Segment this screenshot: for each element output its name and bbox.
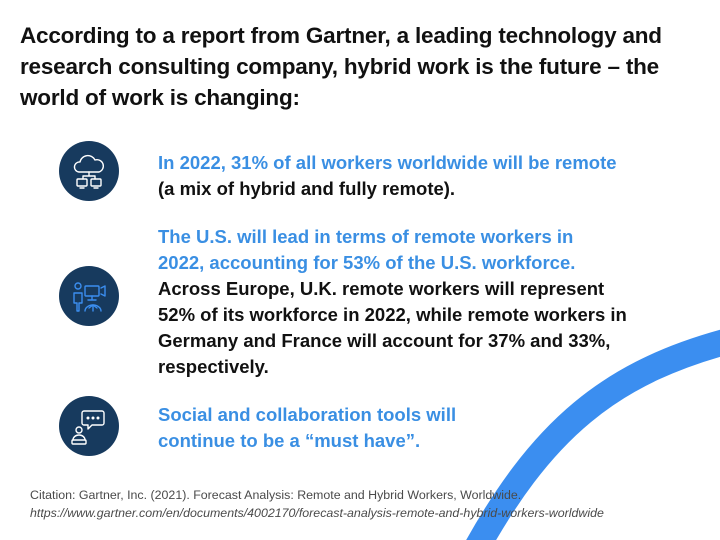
point-highlight: The U.S. will lead in terms of remote wo… xyxy=(158,226,576,273)
cloud-computers-icon xyxy=(59,141,119,201)
chat-user-laptop-icon xyxy=(59,396,119,456)
point-highlight: Social and collaboration tools will cont… xyxy=(158,404,457,451)
point-highlight: In 2022, 31% of all workers worldwide wi… xyxy=(158,152,617,173)
point-body: (a mix of hybrid and fully remote). xyxy=(158,178,456,199)
point-collaboration-tools: Social and collaboration tools will cont… xyxy=(158,402,478,454)
citation-url: https://www.gartner.com/en/documents/400… xyxy=(30,506,604,520)
remote-worker-icon xyxy=(59,266,119,326)
point-body: Across Europe, U.K. remote workers will … xyxy=(158,278,627,377)
page-title: According to a report from Gartner, a le… xyxy=(20,23,662,110)
point-remote-workers-2022: In 2022, 31% of all workers worldwide wi… xyxy=(158,150,658,202)
citation: Citation: Gartner, Inc. (2021). Forecast… xyxy=(30,486,710,522)
point-us-europe-remote: The U.S. will lead in terms of remote wo… xyxy=(158,224,628,380)
citation-text: Citation: Gartner, Inc. (2021). Forecast… xyxy=(30,488,522,502)
